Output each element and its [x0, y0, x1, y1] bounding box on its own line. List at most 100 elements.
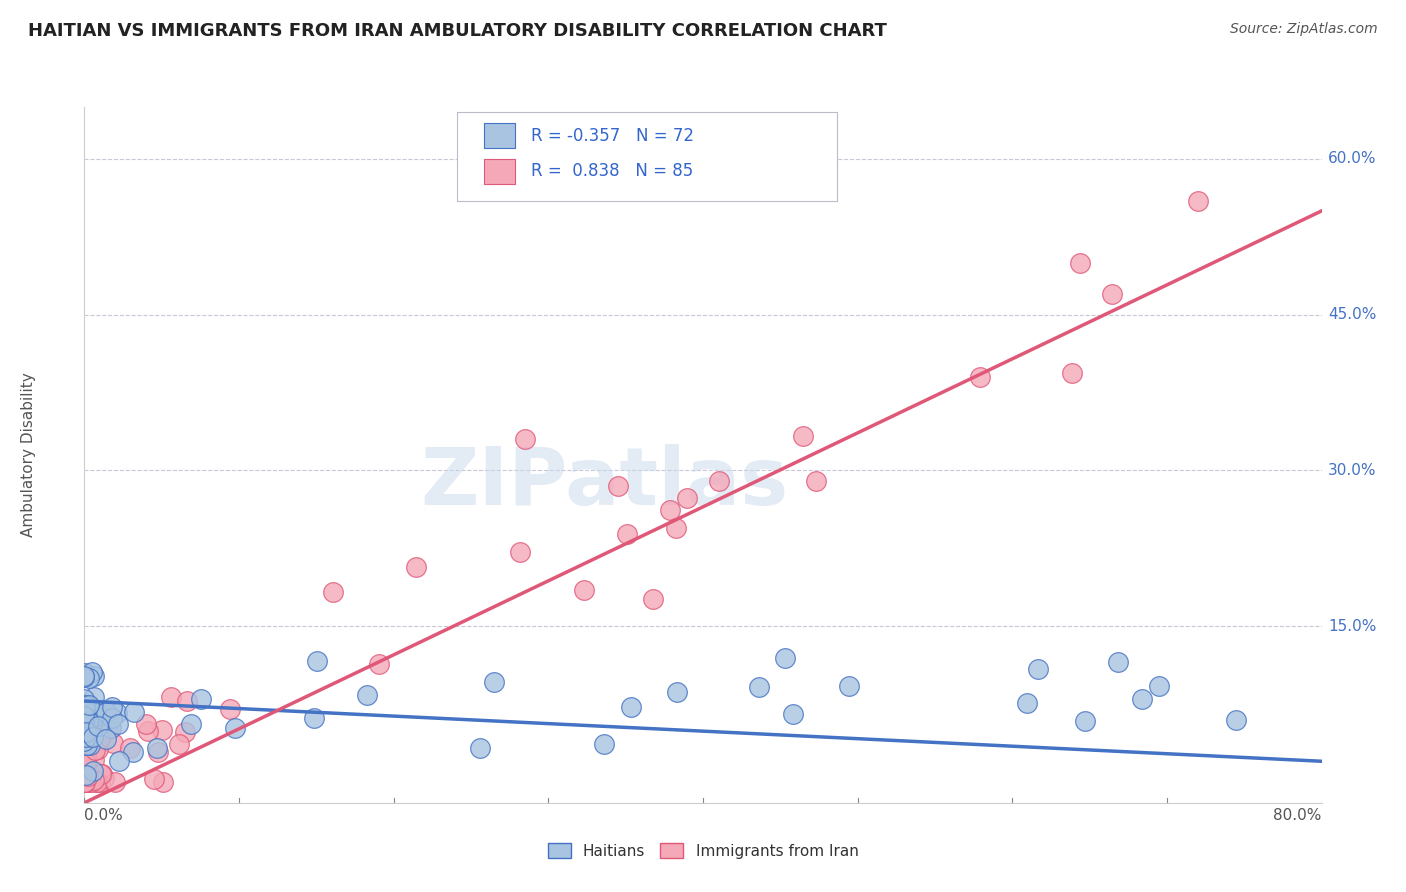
- Point: [143, 772, 166, 787]
- Point: [83, 705, 105, 719]
- Point: [79, 775, 101, 789]
- Point: [607, 479, 630, 493]
- Text: 60.0%: 60.0%: [1327, 152, 1376, 167]
- Point: [73, 775, 96, 789]
- Point: [77, 769, 100, 783]
- Point: [620, 699, 643, 714]
- Point: [75, 775, 97, 789]
- Point: [302, 711, 325, 725]
- Point: [1107, 655, 1129, 669]
- Point: [75, 775, 97, 789]
- Point: [484, 675, 506, 690]
- Text: HAITIAN VS IMMIGRANTS FROM IRAN AMBULATORY DISABILITY CORRELATION CHART: HAITIAN VS IMMIGRANTS FROM IRAN AMBULATO…: [28, 22, 887, 40]
- Point: [76, 708, 98, 723]
- Point: [73, 726, 96, 740]
- Point: [224, 721, 246, 735]
- Point: [73, 775, 96, 789]
- Point: [145, 741, 167, 756]
- Point: [120, 740, 142, 755]
- Point: [94, 706, 117, 720]
- Point: [77, 730, 100, 744]
- Point: [90, 767, 112, 781]
- Point: [75, 723, 97, 738]
- Point: [83, 743, 105, 757]
- Point: [76, 772, 98, 786]
- Point: [77, 724, 100, 739]
- Point: [77, 726, 100, 740]
- Legend: Haitians, Immigrants from Iran: Haitians, Immigrants from Iran: [541, 837, 865, 864]
- Point: [84, 706, 107, 720]
- Point: [86, 712, 108, 726]
- Point: [572, 583, 595, 598]
- Point: [83, 690, 105, 705]
- Point: [969, 370, 991, 384]
- Point: [77, 775, 100, 789]
- Point: [83, 742, 105, 756]
- Point: [73, 738, 96, 752]
- Point: [73, 704, 96, 718]
- Point: [73, 775, 96, 789]
- Point: [75, 728, 97, 742]
- Point: [307, 654, 329, 668]
- Text: Source: ZipAtlas.com: Source: ZipAtlas.com: [1230, 22, 1378, 37]
- Point: [173, 724, 195, 739]
- Point: [77, 747, 100, 761]
- Point: [806, 474, 828, 488]
- Point: [83, 753, 105, 767]
- Point: [665, 521, 688, 535]
- Point: [180, 716, 202, 731]
- Point: [121, 746, 143, 760]
- Point: [468, 741, 491, 756]
- Point: [108, 755, 131, 769]
- Point: [75, 730, 97, 744]
- Point: [124, 705, 146, 719]
- Point: [1069, 256, 1091, 270]
- Point: [782, 706, 804, 721]
- Point: [1074, 714, 1097, 728]
- Point: [641, 592, 664, 607]
- Point: [707, 474, 730, 488]
- Point: [75, 775, 97, 789]
- Text: 45.0%: 45.0%: [1327, 307, 1376, 322]
- Point: [77, 714, 100, 729]
- Point: [76, 739, 98, 753]
- Point: [73, 775, 96, 789]
- Point: [100, 699, 122, 714]
- Point: [94, 707, 117, 722]
- Point: [159, 690, 181, 704]
- Point: [73, 775, 96, 789]
- Point: [73, 734, 96, 748]
- Point: [87, 723, 110, 737]
- Point: [73, 718, 96, 732]
- Point: [73, 670, 96, 684]
- Text: R =  0.838   N = 85: R = 0.838 N = 85: [531, 162, 693, 180]
- Point: [73, 709, 96, 723]
- Point: [1187, 194, 1209, 208]
- Point: [107, 716, 129, 731]
- Point: [91, 734, 114, 748]
- Point: [73, 722, 96, 736]
- Point: [73, 743, 96, 757]
- Point: [665, 684, 688, 698]
- Point: [1015, 696, 1038, 710]
- Point: [748, 680, 770, 694]
- Point: [73, 756, 96, 770]
- Point: [658, 503, 681, 517]
- Point: [97, 724, 120, 739]
- Point: [73, 669, 96, 683]
- Point: [73, 775, 96, 789]
- Point: [79, 747, 101, 761]
- Text: R = -0.357   N = 72: R = -0.357 N = 72: [531, 127, 695, 145]
- Point: [87, 707, 110, 722]
- Point: [90, 766, 112, 780]
- Point: [83, 772, 105, 787]
- Point: [75, 756, 97, 771]
- Point: [73, 775, 96, 789]
- Point: [86, 709, 108, 723]
- Point: [76, 768, 98, 782]
- Point: [75, 775, 97, 789]
- Point: [509, 545, 531, 559]
- Point: [322, 585, 344, 599]
- Point: [73, 761, 96, 775]
- Point: [77, 671, 100, 685]
